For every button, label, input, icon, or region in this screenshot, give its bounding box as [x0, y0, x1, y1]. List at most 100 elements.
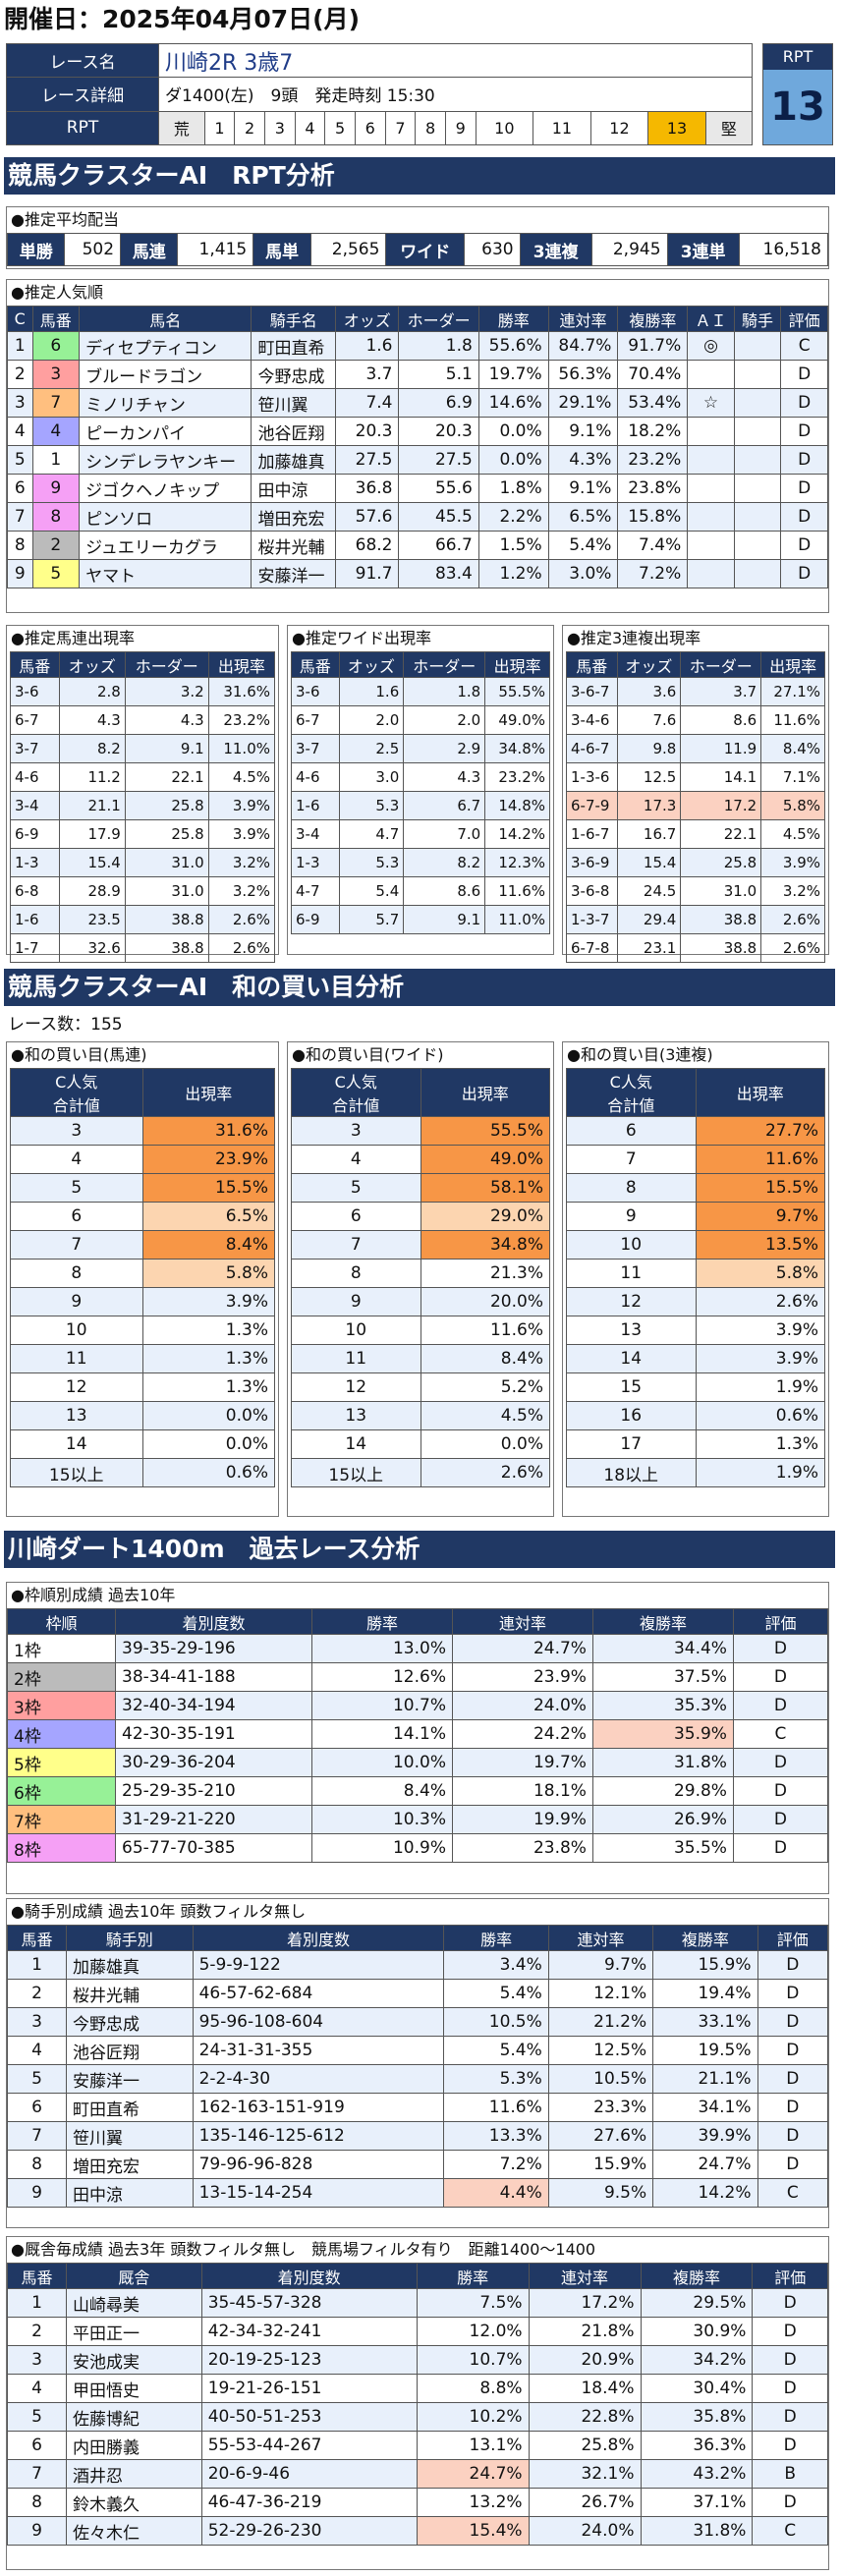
- cell: 24.7%: [451, 1634, 593, 1663]
- table-row: 1-7 32.6 38.8 2.6%: [10, 933, 276, 963]
- sum-value: 18以上: [566, 1458, 697, 1487]
- cell: 27.5: [398, 445, 479, 475]
- table-row: 18以上 1.9%: [566, 1458, 825, 1487]
- cell: 29.4: [616, 905, 682, 934]
- cell: 11.6%: [760, 705, 825, 735]
- cell: 4-7: [291, 876, 340, 906]
- column-header: 馬番: [7, 1925, 67, 1951]
- cell: 1.6: [338, 677, 405, 706]
- cell: ピーカンパイ: [79, 417, 252, 446]
- cell: D: [732, 1748, 829, 1777]
- table-row: 3-6-9 15.4 25.8 3.9%: [566, 848, 825, 877]
- cell: 9: [7, 559, 33, 588]
- cell: 38.8: [124, 933, 209, 963]
- popularity-box: ●推定人気順 C 馬番 馬名 騎手名 オッズ ホーダー 勝率 連対率 複勝率 ＡＩ 騎手 評価 1 6 ディ…: [6, 279, 829, 613]
- cell: [733, 331, 782, 361]
- table-row: 7枠 31-29-21-220 10.3% 19.9% 26.9% D: [7, 1805, 829, 1834]
- cell: 7.6: [616, 705, 682, 735]
- table-row: 14 0.0%: [291, 1429, 550, 1459]
- cell: 4枠: [7, 1719, 116, 1749]
- cell: 増田充宏: [66, 2150, 194, 2179]
- cell: 5.3%: [443, 2064, 549, 2094]
- cell: 17.3: [616, 791, 682, 820]
- table-row: 4-6-7 9.8 11.9 8.4%: [566, 734, 825, 763]
- cell: 15.9%: [652, 1950, 758, 1980]
- cell: D: [780, 502, 828, 532]
- column-header: 馬番: [31, 306, 81, 332]
- cell: 11.9: [680, 734, 762, 763]
- cell: 1-3-7: [566, 905, 618, 934]
- table-row: 7 酒井忍 20-6-9-46 24.7% 32.1% 43.2% B: [7, 2459, 828, 2489]
- sanren-box: ●推定3連複出現率 馬番 オッズ ホーダー 出現率 3-6-7 3.6 3.7 27.1% 3-…: [562, 625, 829, 963]
- cell: 今野忠成: [66, 2007, 194, 2037]
- rate-value: 11.6%: [695, 1145, 825, 1174]
- cell: 34.2%: [640, 2345, 754, 2375]
- cell: 1-7: [10, 933, 60, 963]
- cell: 8: [7, 2150, 67, 2179]
- cell: 3: [7, 2007, 67, 2037]
- cell: 46-57-62-684: [192, 1979, 445, 2008]
- sum-sanren-box: ●和の買い目(3連複) C人気 合計値 出現率 6 27.7% 7 11.6% 8 15.5% 9…: [562, 1041, 829, 1517]
- cell: D: [780, 559, 828, 588]
- cell: 4: [7, 2036, 67, 2065]
- rate-value: 1.9%: [695, 1458, 825, 1487]
- cell: D: [757, 2093, 828, 2122]
- table-header: 馬番 オッズ ホーダー 出現率: [566, 651, 825, 678]
- cell: 35.9%: [591, 1719, 734, 1749]
- cell: 3-6: [10, 677, 60, 706]
- cell: 平田正一: [66, 2317, 202, 2346]
- cell: 3.9%: [760, 848, 825, 877]
- column-header: 評価: [732, 1608, 829, 1635]
- rate-value: 55.5%: [420, 1116, 550, 1146]
- sum-value: 14: [10, 1429, 143, 1459]
- cell: 7: [7, 502, 33, 532]
- cell: 3枠: [7, 1691, 116, 1720]
- cell: 31.0: [124, 848, 209, 877]
- cell: 4.4%: [443, 2178, 549, 2208]
- cell: 加藤雄真: [66, 1950, 194, 1980]
- wide-box: ●推定ワイド出現率 馬番 オッズ ホーダー 出現率 3-6 1.6 1.8 55.5% 6-7 2…: [287, 625, 554, 955]
- cell: 42-34-32-241: [200, 2317, 418, 2346]
- cell: 12.5%: [547, 2036, 654, 2065]
- cell: 15.4: [58, 848, 126, 877]
- table-row: 1 加藤雄真 5-9-9-122 3.4% 9.7% 15.9% D: [7, 1950, 828, 1980]
- cell: 山崎尋美: [66, 2288, 202, 2318]
- cell: 25.8: [124, 791, 209, 820]
- table-row: 17 1.3%: [566, 1429, 825, 1459]
- cell: D: [732, 1634, 829, 1663]
- cell: [687, 559, 735, 588]
- cell: D: [752, 2402, 828, 2432]
- cell: D: [752, 2488, 828, 2517]
- sum-value: 7: [566, 1145, 697, 1174]
- cell: B: [752, 2459, 828, 2489]
- rate-value: 1.3%: [141, 1316, 275, 1345]
- cell: 3.2%: [760, 876, 825, 906]
- cell: 83.4: [398, 559, 479, 588]
- cell: 7.0: [403, 819, 486, 849]
- sum-wide-title: ●和の買い目(ワイド): [292, 1045, 444, 1064]
- race-name-label: レース名: [6, 42, 159, 79]
- cell: 5.4%: [443, 2036, 549, 2065]
- sum-value: 12: [10, 1372, 143, 1402]
- cell: 1-3: [291, 848, 340, 877]
- cell: 18.2%: [617, 417, 689, 446]
- cell: 佐藤博紀: [66, 2402, 202, 2432]
- column-header: 連対率: [451, 1608, 593, 1635]
- cell: D: [757, 2036, 828, 2065]
- rate-value: 9.7%: [695, 1202, 825, 1231]
- rate-value: 20.0%: [420, 1287, 550, 1316]
- column-header: 馬番: [7, 2263, 67, 2289]
- cell: 79-96-96-828: [192, 2150, 445, 2179]
- table-header: 馬番 騎手別 着別度数 勝率 連対率 複勝率 評価: [7, 1925, 828, 1951]
- table-row: 8 15.5%: [566, 1173, 825, 1203]
- cell: 6-7: [291, 705, 340, 735]
- cell: 42-30-35-191: [115, 1719, 312, 1749]
- cell: 10.7%: [311, 1691, 453, 1720]
- waku-table: 枠順 着別度数 勝率 連対率 複勝率 評価 1枠 39-35-29-196 13.0% 24.7%…: [7, 1608, 829, 1863]
- cell: 20.9%: [528, 2345, 642, 2375]
- cell: 15.4%: [416, 2516, 530, 2546]
- cell: 24.7%: [416, 2459, 530, 2489]
- cell: 40-50-51-253: [200, 2402, 418, 2432]
- cell: 8.8%: [416, 2374, 530, 2403]
- sum-value: 7: [291, 1230, 421, 1260]
